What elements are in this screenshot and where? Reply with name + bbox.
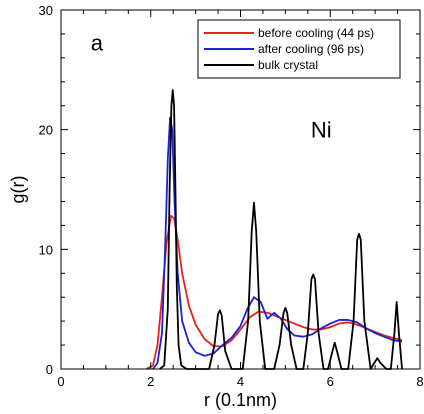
legend-label-after-cooling: after cooling (96 ps) <box>258 42 364 56</box>
legend-label-bulk-crystal: bulk crystal <box>258 58 318 72</box>
x-tick-label: 0 <box>57 374 64 389</box>
ticks-layer: 0 2 4 6 8 0 10 20 30 <box>39 3 424 389</box>
y-tick-label: 10 <box>39 242 53 257</box>
x-tick-label: 2 <box>147 374 154 389</box>
series-line-2 <box>159 89 403 370</box>
y-tick-label: 20 <box>39 123 53 138</box>
panel-label: a <box>91 30 104 55</box>
x-tick-label: 4 <box>237 374 244 389</box>
y-tick-label: 30 <box>39 3 53 18</box>
x-tick-label: 8 <box>416 374 423 389</box>
y-axis-title: g(r) <box>8 176 28 204</box>
y-tick-label: 0 <box>46 362 53 377</box>
element-label: Ni <box>311 118 332 143</box>
legend: before cooling (44 ps) after cooling (96… <box>197 19 401 79</box>
x-tick-label: 6 <box>327 374 334 389</box>
series-layer <box>145 89 403 370</box>
series-line-1 <box>152 116 403 370</box>
x-axis-title: r (0.1nm) <box>204 390 277 410</box>
legend-label-before-cooling: before cooling (44 ps) <box>258 26 374 40</box>
